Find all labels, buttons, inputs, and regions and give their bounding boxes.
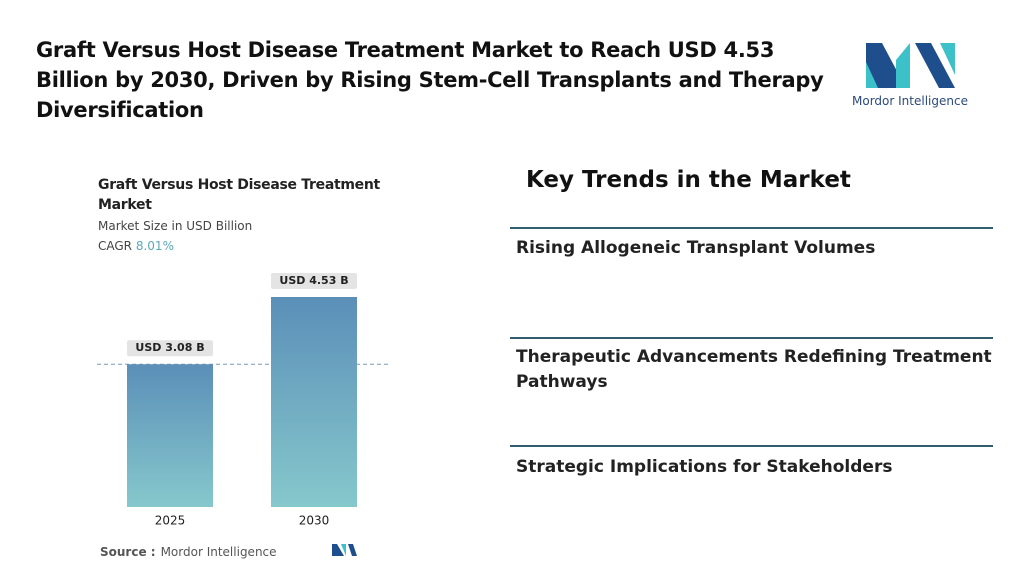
chart-title: Graft Versus Host Disease Treatment Mark… <box>98 177 380 213</box>
source: Source : Mordor Intelligence <box>100 545 277 559</box>
small-logo <box>332 544 357 556</box>
cagr-value: 8.01% <box>135 239 174 253</box>
brand: Mordor Intelligence <box>852 94 968 108</box>
divider <box>510 227 993 229</box>
source-label: Source : <box>100 545 156 559</box>
cagr-label: CAGR <box>98 239 133 253</box>
bar <box>127 364 213 507</box>
divider <box>510 337 993 339</box>
trends-title: Key Trends in the Market <box>526 167 851 193</box>
cagr: CAGR 8.01% <box>98 239 174 253</box>
source-value: Mordor Intelligence <box>160 545 277 559</box>
trend-item: Rising Allogeneic Transplant Volumes <box>516 238 876 258</box>
headline: Graft Versus Host Disease Treatment Mark… <box>36 38 824 122</box>
logo <box>866 43 955 88</box>
value-label-box <box>127 340 213 357</box>
bar <box>271 297 357 507</box>
x-tick-label: 2025 <box>155 514 186 528</box>
divider <box>510 445 993 447</box>
x-tick-label: 2030 <box>299 514 330 528</box>
value-label-box <box>271 273 357 289</box>
value-label: USD 4.53 B <box>279 274 348 287</box>
chart-subtitle: Market Size in USD Billion <box>98 219 253 233</box>
trend-item: Strategic Implications for Stakeholders <box>516 457 893 477</box>
value-label: USD 3.08 B <box>135 341 204 354</box>
trend-item: Therapeutic Advancements Redefining Trea… <box>516 347 992 392</box>
